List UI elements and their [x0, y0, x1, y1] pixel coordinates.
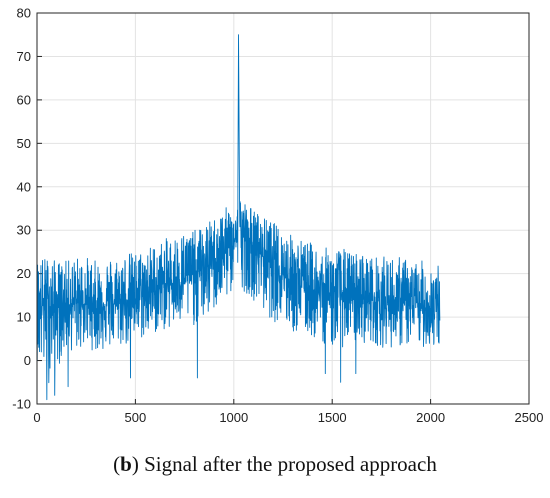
- x-tick-label: 500: [125, 410, 147, 425]
- y-tick-label: 20: [17, 266, 31, 281]
- y-tick-label: -10: [12, 397, 31, 412]
- y-tick-label: 10: [17, 310, 31, 325]
- x-tick-label: 2000: [416, 410, 445, 425]
- x-tick-label: 0: [33, 410, 40, 425]
- y-axis-ticks: -10 0 10 20 30 40 50 60 70 80: [12, 6, 42, 412]
- y-tick-label: 0: [24, 353, 31, 368]
- signal-chart: 0 500 1000 1500 2000 2500 -100102030405060708…: [12, 6, 543, 426]
- y-tick-label: 80: [17, 6, 31, 21]
- y-tick-label: 70: [17, 49, 31, 64]
- figure-caption: (b) Signal after the proposed approach: [113, 452, 437, 476]
- x-tick-label: 1000: [219, 410, 248, 425]
- x-axis-ticks: 0 500 1000 1500 2000 2500: [33, 399, 543, 425]
- y-tick-label: 30: [17, 223, 31, 238]
- caption-text: Signal after the proposed approach: [144, 452, 437, 476]
- y-tick-label: 60: [17, 92, 31, 107]
- caption-panel-letter: b: [120, 452, 132, 476]
- y-tick-label: 50: [17, 136, 31, 151]
- plot-background: [37, 13, 529, 404]
- x-tick-label: 1500: [318, 410, 347, 425]
- plot-frame: [36, 12, 530, 405]
- x-tick-label: 2500: [515, 410, 544, 425]
- series-layer: [36, 34, 441, 401]
- y-tick-label: 40: [17, 179, 31, 194]
- signal-series-line: [36, 34, 441, 401]
